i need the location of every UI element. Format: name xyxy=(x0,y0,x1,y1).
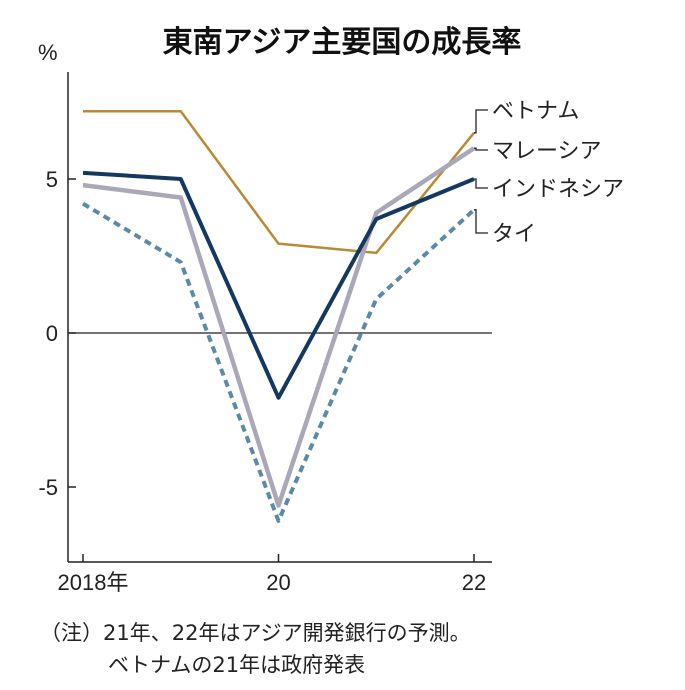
series-line-2 xyxy=(82,146,476,508)
x-tick-label: 2018年 xyxy=(58,570,129,595)
series-line-4 xyxy=(81,201,476,523)
note-line-2: ベトナムの21年は政府発表 xyxy=(108,653,365,677)
legend-label: ベトナム xyxy=(492,99,579,124)
x-tick-label: 22 xyxy=(462,570,486,595)
series-line-3 xyxy=(82,170,475,400)
legend-connector xyxy=(474,178,488,189)
legend-connector xyxy=(474,109,488,134)
legend-connector xyxy=(474,209,488,234)
y-tick-label: 0 xyxy=(46,321,58,346)
y-tick-label: 5 xyxy=(46,167,58,192)
series-line-1 xyxy=(83,109,475,255)
legend-connector xyxy=(474,147,488,151)
chart-title: 東南アジア主要国の成長率 xyxy=(163,25,522,60)
legend-label: インドネシア xyxy=(492,177,624,202)
x-tick-label: 20 xyxy=(266,570,290,595)
legend-label: タイ xyxy=(492,222,536,247)
legend-label: マレーシア xyxy=(492,139,602,164)
y-tick-label: -5 xyxy=(38,475,58,500)
note-line-1: （注）21年、22年はアジア開発銀行の予測。 xyxy=(40,621,471,645)
y-axis-label: % xyxy=(38,40,58,65)
